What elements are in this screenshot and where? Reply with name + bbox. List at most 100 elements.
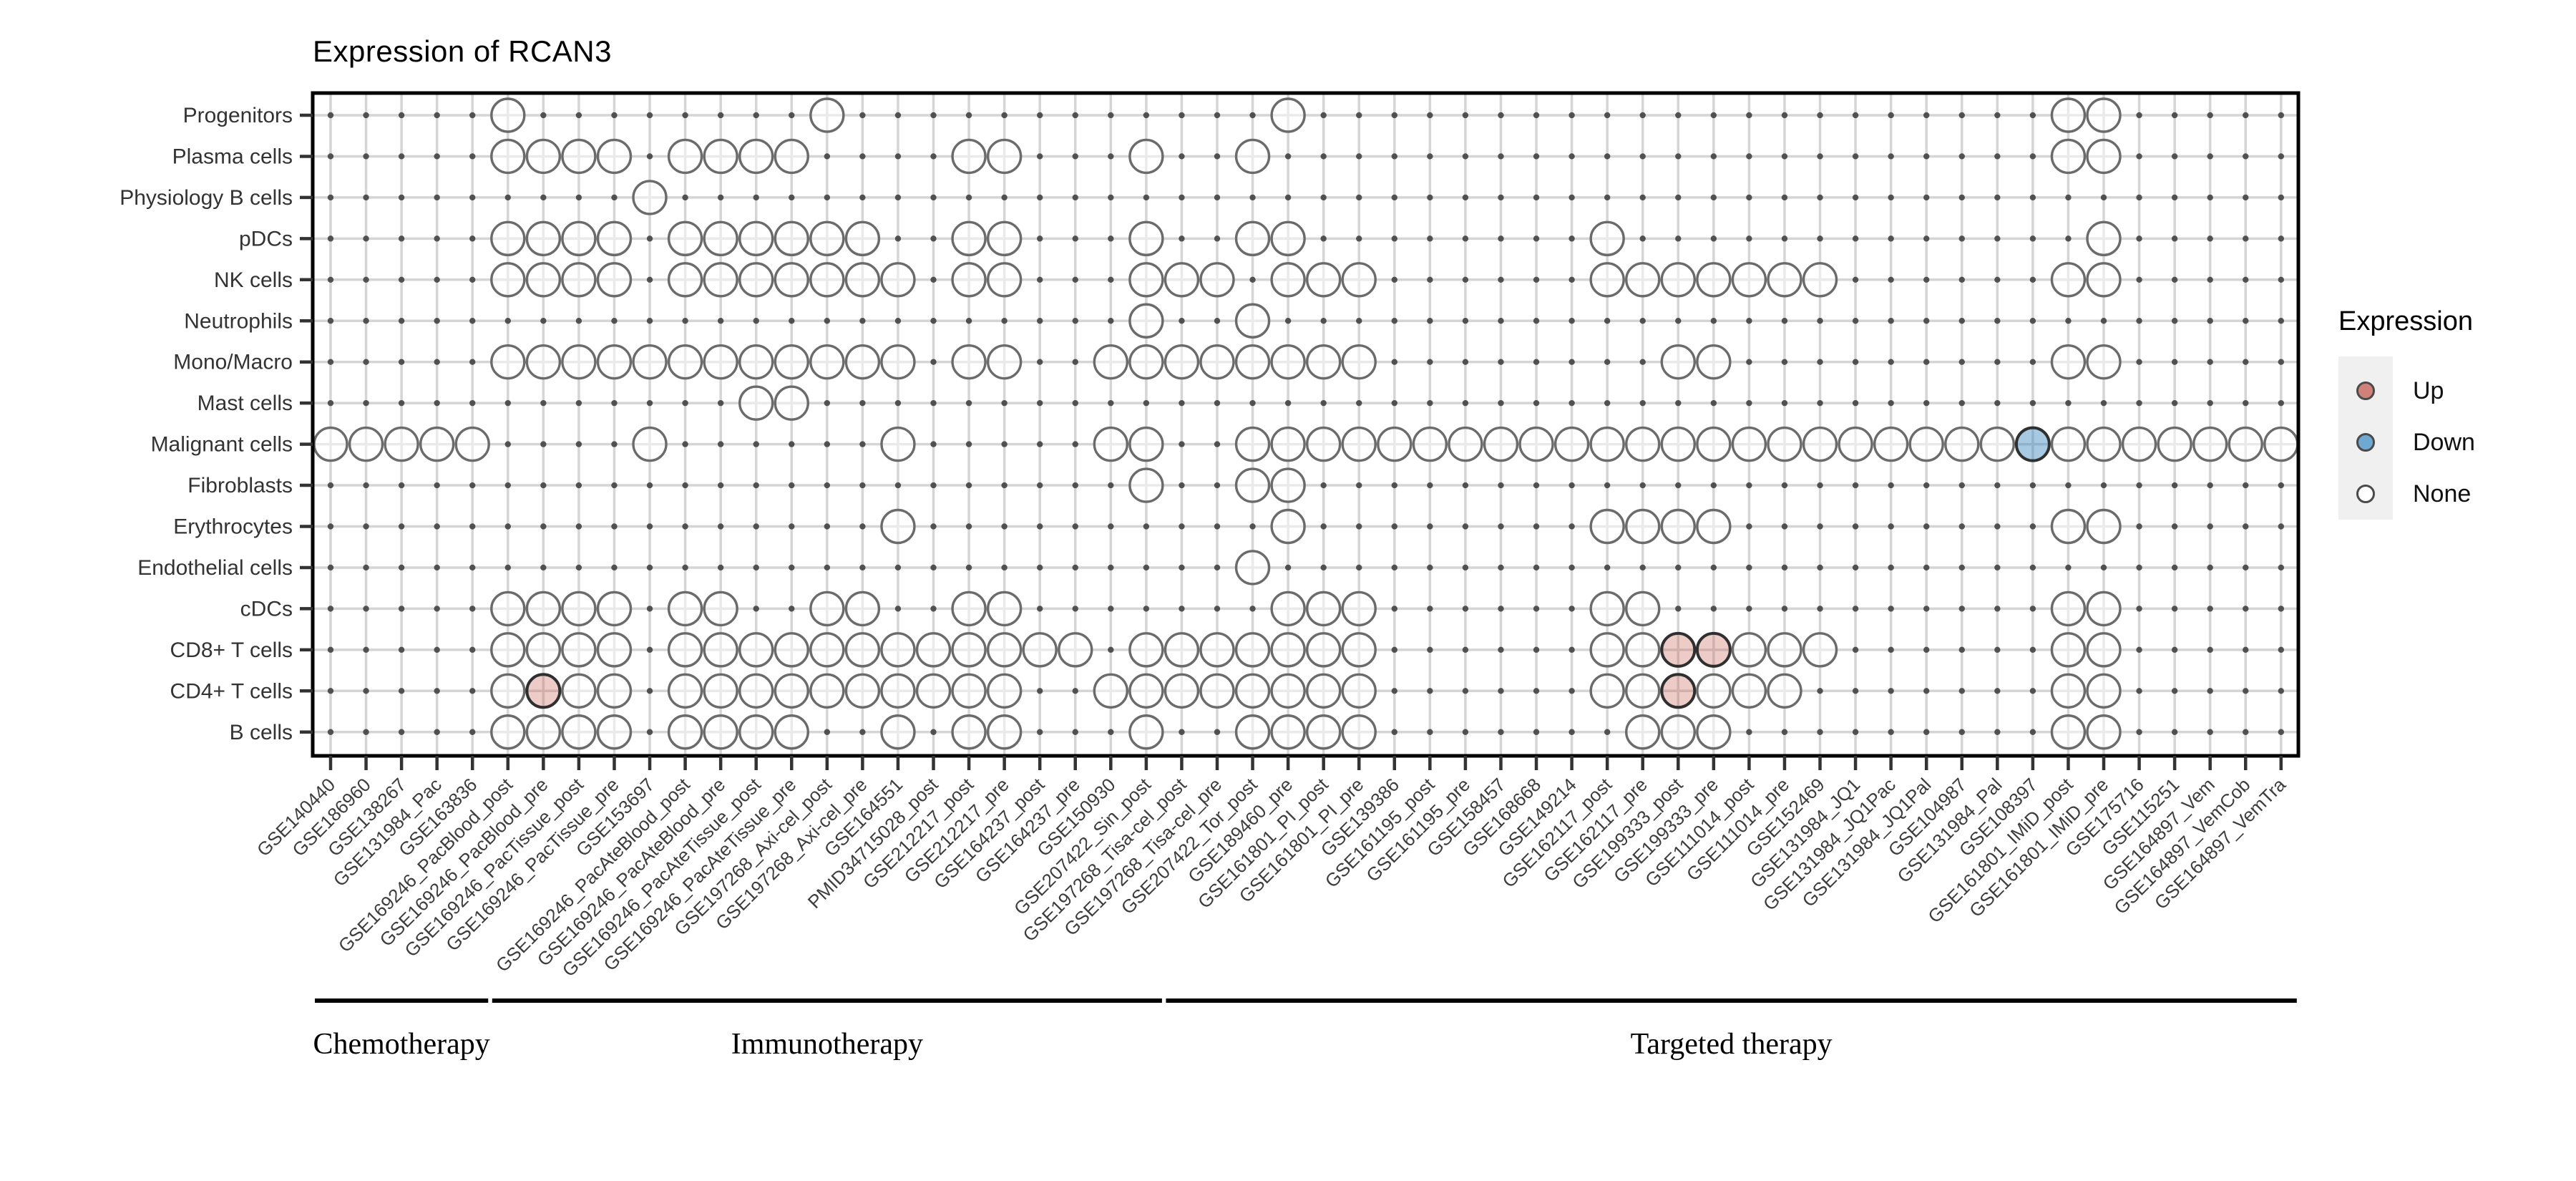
empty-cell-dot	[1179, 441, 1185, 447]
expression-dot-none	[454, 426, 490, 462]
empty-cell-dot	[646, 276, 653, 283]
empty-cell-dot	[2100, 482, 2107, 489]
empty-cell-dot	[1710, 399, 1717, 407]
empty-cell-dot	[930, 564, 937, 571]
expression-dot-none	[2086, 344, 2122, 380]
empty-cell-dot	[930, 235, 937, 242]
empty-cell-dot	[1356, 318, 1362, 324]
empty-cell-dot	[2136, 194, 2142, 201]
expression-dot-none	[1093, 344, 1129, 380]
empty-cell-dot	[1746, 606, 1752, 612]
empty-cell-dot	[1320, 235, 1327, 242]
expression-dot-none	[1767, 632, 1802, 668]
empty-cell-dot	[327, 235, 334, 242]
legend-down-icon	[2356, 433, 2375, 452]
expression-dot-none	[2086, 673, 2122, 709]
empty-cell-dot	[434, 564, 440, 571]
empty-cell-dot	[1888, 523, 1894, 530]
empty-cell-dot	[894, 318, 902, 324]
empty-cell-dot	[930, 153, 937, 160]
empty-cell-dot	[1320, 399, 1327, 407]
expression-dot-none	[1128, 467, 1164, 503]
expression-dot-none	[490, 714, 526, 750]
empty-cell-dot	[1179, 482, 1185, 489]
expression-dot-none	[1696, 508, 1732, 545]
y-axis-label: Plasma cells	[172, 145, 293, 168]
empty-cell-dot	[1108, 153, 1114, 160]
expression-dot-none	[2050, 262, 2087, 298]
expression-dot-none	[1163, 262, 1200, 298]
empty-cell-dot	[1746, 318, 1752, 324]
expression-dot-none	[1802, 262, 1838, 298]
empty-cell-dot	[1108, 276, 1114, 283]
y-axis-label: CD8+ T cells	[170, 638, 293, 662]
empty-cell-dot	[1320, 194, 1327, 201]
empty-cell-dot	[1994, 482, 2001, 489]
empty-cell-dot	[682, 318, 688, 324]
expression-dot-none	[1518, 426, 1554, 462]
empty-cell-dot	[1604, 359, 1611, 365]
empty-cell-dot	[2029, 399, 2036, 407]
empty-cell-dot	[2278, 729, 2284, 735]
empty-cell-dot	[2243, 688, 2249, 694]
expression-dot-none	[1270, 426, 1306, 462]
empty-cell-dot	[434, 112, 440, 119]
empty-cell-dot	[434, 688, 440, 694]
expression-dot-none	[1553, 426, 1590, 462]
empty-cell-dot	[2029, 276, 2036, 283]
empty-cell-dot	[1817, 194, 1823, 201]
expression-dot-none	[1625, 426, 1661, 462]
empty-cell-dot	[611, 564, 618, 571]
empty-cell-dot	[1746, 194, 1752, 201]
empty-cell-dot	[469, 729, 476, 735]
expression-dot-none	[951, 138, 987, 175]
empty-cell-dot	[2136, 112, 2142, 119]
expression-dot-none	[1163, 632, 1200, 668]
empty-cell-dot	[1888, 399, 1894, 407]
empty-cell-dot	[1710, 235, 1717, 242]
empty-cell-dot	[1710, 606, 1717, 612]
empty-cell-dot	[2243, 729, 2249, 735]
empty-cell-dot	[327, 276, 334, 283]
empty-cell-dot	[1427, 359, 1433, 365]
expression-dot-none	[1234, 632, 1271, 668]
empty-cell-dot	[1888, 153, 1894, 160]
empty-cell-dot	[540, 194, 547, 201]
expression-dot-none	[2157, 426, 2192, 462]
expression-dot-none	[1093, 426, 1129, 462]
empty-cell-dot	[1427, 482, 1433, 489]
empty-cell-dot	[1427, 729, 1433, 735]
empty-cell-dot	[434, 153, 440, 160]
empty-cell-dot	[1037, 688, 1043, 694]
empty-cell-dot	[1214, 441, 1221, 447]
empty-cell-dot	[1072, 112, 1078, 119]
expression-dot-none	[1305, 344, 1342, 380]
empty-cell-dot	[1108, 112, 1114, 119]
empty-cell-dot	[1072, 729, 1078, 735]
expression-dot-none	[951, 220, 987, 257]
empty-cell-dot	[1462, 112, 1469, 119]
empty-cell-dot	[1781, 523, 1788, 530]
empty-cell-dot	[398, 235, 405, 242]
expression-dot-none	[2086, 97, 2122, 133]
empty-cell-dot	[1888, 564, 1894, 571]
expression-dot-none	[596, 632, 633, 668]
empty-cell-dot	[1108, 194, 1114, 201]
empty-cell-dot	[2136, 359, 2142, 365]
empty-cell-dot	[1427, 194, 1433, 201]
empty-cell-dot	[1888, 482, 1894, 489]
empty-cell-dot	[1179, 318, 1185, 324]
empty-cell-dot	[859, 564, 866, 571]
expression-dot-none	[774, 344, 809, 380]
empty-cell-dot	[2065, 482, 2072, 489]
empty-cell-dot	[1037, 359, 1043, 365]
expression-dot-none	[1305, 632, 1342, 668]
expression-dot-none	[1767, 262, 1802, 298]
empty-cell-dot	[363, 318, 369, 324]
empty-cell-dot	[1498, 276, 1504, 283]
empty-cell-dot	[1214, 606, 1221, 612]
empty-cell-dot	[1746, 482, 1752, 489]
empty-cell-dot	[1037, 399, 1043, 407]
expression-dot-none	[1270, 714, 1306, 750]
